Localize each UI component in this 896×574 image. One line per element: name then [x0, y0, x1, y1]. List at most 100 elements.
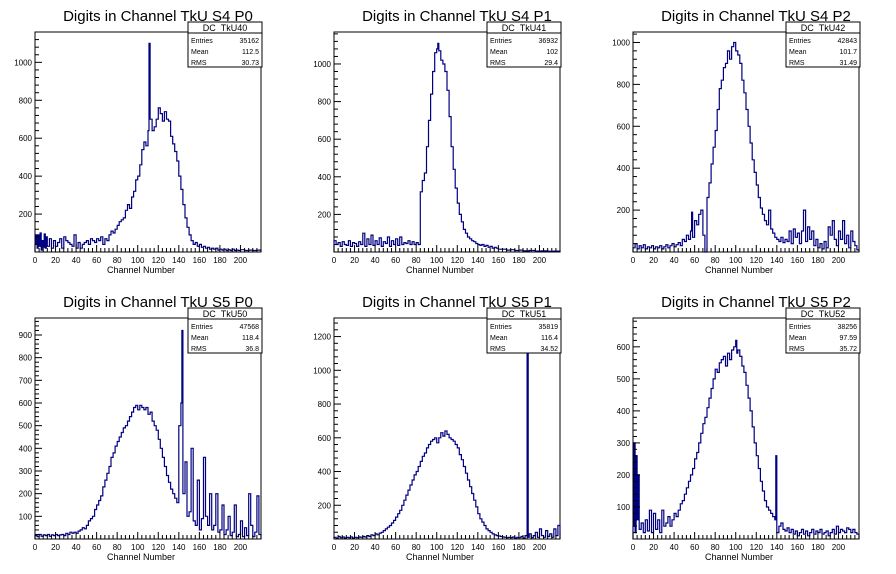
x-tick-label: 0 — [33, 256, 38, 265]
stats-value: 42843 — [838, 38, 858, 45]
y-tick-label: 200 — [318, 501, 332, 510]
stats-value: 30.73 — [241, 60, 259, 67]
x-tick-label: 180 — [512, 543, 526, 552]
y-tick-label: 200 — [617, 206, 631, 215]
x-tick-label: 20 — [51, 543, 60, 552]
x-tick-label: 200 — [533, 543, 547, 552]
y-tick-label: 800 — [318, 98, 332, 107]
x-tick-label: 40 — [670, 543, 679, 552]
x-axis-label: Channel Number — [406, 265, 474, 275]
x-tick-label: 120 — [451, 543, 465, 552]
y-tick-label: 900 — [19, 331, 33, 340]
x-tick-label: 80 — [711, 543, 720, 552]
x-tick-label: 40 — [72, 256, 81, 265]
y-tick-label: 400 — [318, 468, 332, 477]
stats-label: Mean — [490, 335, 508, 342]
x-tick-label: 120 — [750, 543, 764, 552]
stats-value: 35819 — [539, 324, 559, 331]
x-tick-label: 40 — [371, 256, 380, 265]
x-tick-label: 20 — [51, 256, 60, 265]
x-tick-label: 0 — [332, 543, 337, 552]
histogram-panel: Digits in Channel TkU S5 P1 0 20 40 60 80 100 1… — [313, 294, 562, 562]
x-tick-label: 0 — [631, 256, 636, 265]
chart-title: Digits in Channel TkU S5 P0 — [63, 294, 253, 311]
x-tick-label: 140 — [770, 543, 784, 552]
x-tick-label: 200 — [832, 543, 846, 552]
x-tick-label: 140 — [471, 256, 485, 265]
y-tick-label: 500 — [617, 375, 631, 384]
stats-label: Entries — [490, 38, 512, 45]
y-tick-label: 600 — [617, 343, 631, 352]
chart-title: Digits in Channel TkU S4 P2 — [661, 8, 851, 25]
stats-box: DC_TkU40 Entries 35162 Mean 112.5 RMS 30.73 — [187, 21, 263, 68]
x-tick-label: 160 — [492, 543, 506, 552]
histogram-panel: Digits in Channel TkU S4 P0 0 20 40 60 80 100 1… — [14, 8, 263, 275]
x-tick-label: 0 — [631, 543, 636, 552]
x-tick-label: 60 — [92, 256, 101, 265]
x-tick-label: 100 — [729, 256, 743, 265]
x-tick-label: 0 — [332, 256, 337, 265]
y-tick-label: 200 — [617, 471, 631, 480]
stats-name: DC_TkU51 — [502, 309, 547, 319]
stats-value: 36.8 — [245, 346, 259, 353]
x-tick-label: 60 — [92, 543, 101, 552]
x-tick-label: 20 — [649, 256, 658, 265]
x-tick-label: 200 — [234, 543, 248, 552]
histogram-panel: Digits in Channel TkU S5 P2 0 20 40 60 80 100 1… — [617, 294, 861, 562]
stats-box: DC_TkU41 Entries 36932 Mean 102 RMS 29.4 — [486, 21, 562, 68]
x-tick-label: 140 — [471, 543, 485, 552]
y-tick-label: 600 — [318, 135, 332, 144]
stats-name: DC_TkU50 — [203, 309, 248, 319]
x-tick-label: 40 — [670, 256, 679, 265]
x-tick-label: 20 — [649, 543, 658, 552]
x-tick-label: 180 — [811, 543, 825, 552]
stats-label: RMS — [490, 346, 506, 353]
stats-label: Entries — [191, 38, 213, 45]
x-tick-label: 180 — [512, 256, 526, 265]
x-tick-label: 80 — [113, 256, 122, 265]
x-tick-label: 60 — [391, 256, 400, 265]
histogram-series — [333, 317, 561, 539]
stats-value: 101.7 — [839, 49, 857, 56]
y-tick-label: 600 — [617, 122, 631, 131]
x-tick-label: 180 — [811, 256, 825, 265]
x-tick-label: 100 — [430, 543, 444, 552]
stats-label: RMS — [490, 60, 506, 67]
y-tick-label: 800 — [19, 354, 33, 363]
x-tick-label: 100 — [430, 256, 444, 265]
y-tick-label: 800 — [617, 80, 631, 89]
x-tick-label: 40 — [72, 543, 81, 552]
stats-label: Entries — [191, 324, 213, 331]
x-tick-label: 140 — [172, 256, 186, 265]
x-axis-label: Channel Number — [107, 552, 175, 562]
chart-title: Digits in Channel TkU S5 P2 — [661, 294, 851, 311]
x-tick-label: 180 — [213, 256, 227, 265]
y-tick-label: 500 — [19, 422, 33, 431]
plot-frame — [333, 317, 561, 540]
x-tick-label: 120 — [750, 256, 764, 265]
stats-label: Mean — [789, 335, 807, 342]
y-tick-label: 700 — [19, 376, 33, 385]
stats-value: 35.72 — [839, 346, 857, 353]
histogram-series — [34, 42, 262, 252]
stats-name: DC_TkU40 — [203, 23, 248, 33]
x-tick-label: 100 — [131, 543, 145, 552]
chart-title: Digits in Channel TkU S5 P1 — [362, 294, 552, 311]
x-tick-label: 80 — [113, 543, 122, 552]
stats-box: DC_TkU52 Entries 38256 Mean 97.59 RMS 35.72 — [785, 307, 861, 354]
stats-label: Mean — [490, 49, 508, 56]
x-axis-label: Channel Number — [406, 552, 474, 562]
x-tick-label: 120 — [451, 256, 465, 265]
histogram-series — [632, 339, 860, 539]
x-tick-label: 60 — [690, 256, 699, 265]
stats-box-frame — [187, 21, 263, 68]
x-tick-label: 120 — [152, 256, 166, 265]
x-tick-label: 120 — [152, 543, 166, 552]
y-tick-label: 600 — [318, 434, 332, 443]
stats-name: DC_TkU41 — [502, 23, 547, 33]
stats-value: 112.5 — [242, 49, 259, 56]
x-axis-label: Channel Number — [107, 265, 175, 275]
x-tick-label: 160 — [193, 543, 207, 552]
stats-value: 118.4 — [242, 335, 259, 342]
